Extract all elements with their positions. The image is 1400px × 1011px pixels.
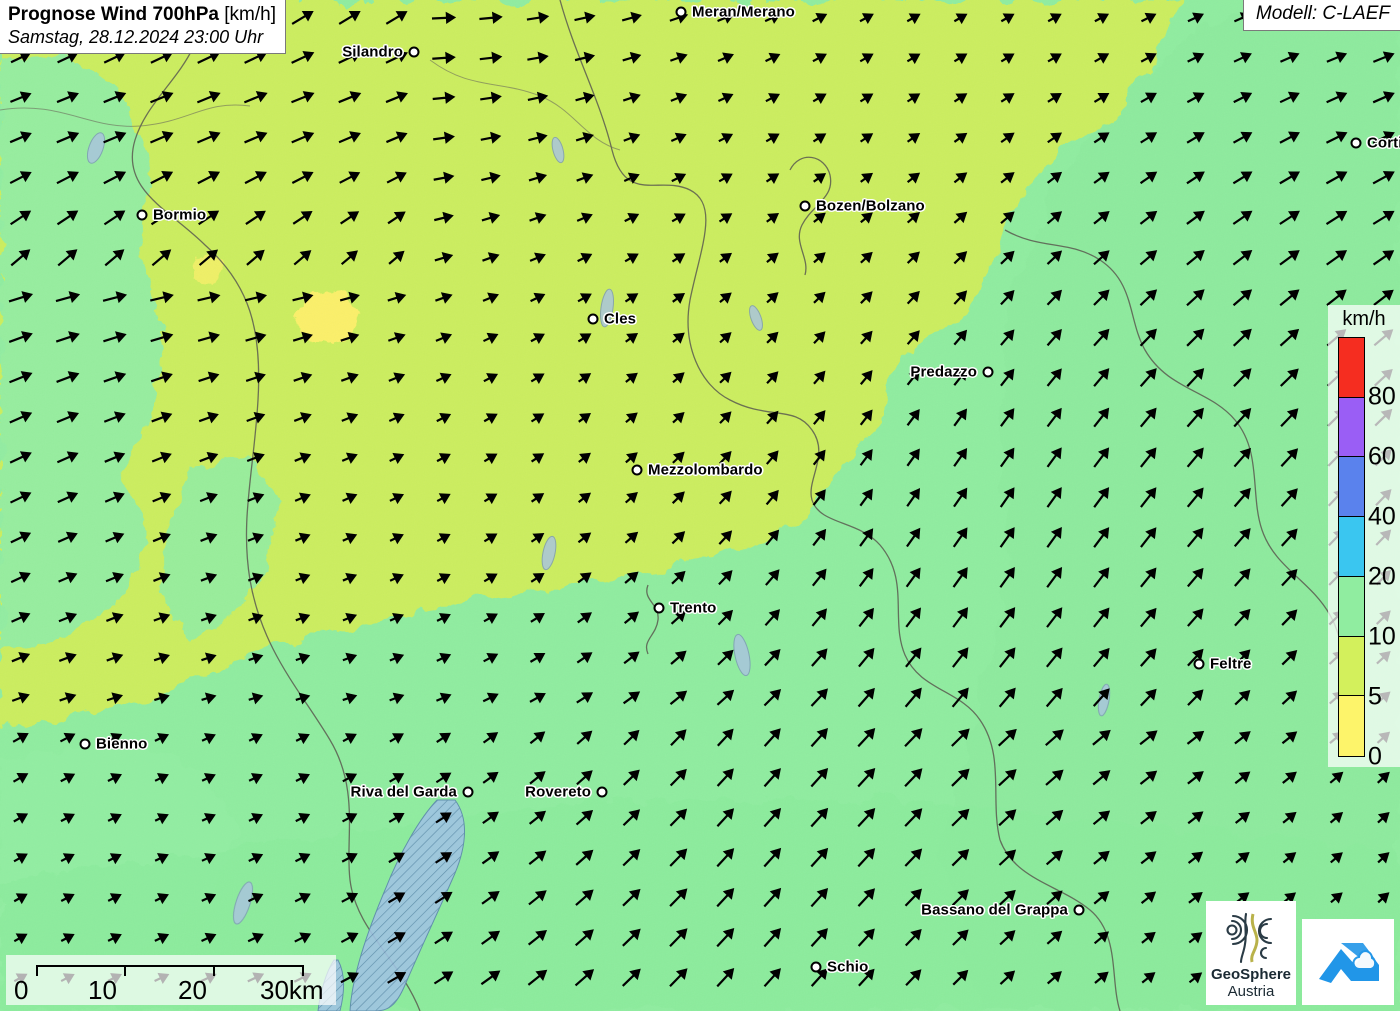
city-dot-icon: [596, 786, 608, 798]
lakes-rivers: [86, 132, 1111, 925]
city-label: Bienno: [96, 735, 148, 753]
city-label: Riva del Garda: [350, 783, 457, 801]
legend-band-5to10: [1339, 636, 1364, 697]
geosphere-label-line1: GeoSphere: [1210, 966, 1292, 983]
scale-tick-10: 10: [88, 975, 117, 1005]
city-label: Trento: [670, 599, 717, 617]
city-dot-icon: [799, 200, 811, 212]
geosphere-mark-icon: [1226, 912, 1273, 964]
city-dot-icon: [631, 464, 643, 476]
scale-tick-20: 20: [178, 975, 207, 1005]
city-label: Cles: [604, 310, 637, 328]
legend-band-0to5: [1339, 696, 1364, 756]
city-dot-icon: [810, 961, 822, 973]
secondary-logo: [1302, 919, 1394, 1005]
city-label: Bassano del Grappa: [921, 901, 1068, 919]
title-unit: [km/h]: [224, 4, 277, 25]
city-label: Mezzolombardo: [648, 461, 763, 479]
city-label: Bormio: [153, 206, 207, 224]
city-dot-icon: [1073, 904, 1085, 916]
city-dot-icon: [982, 366, 994, 378]
city-dot-icon: [408, 46, 420, 58]
city-dot-icon: [587, 313, 599, 325]
city-dot-icon: [79, 738, 91, 750]
title-main: Prognose Wind 700hPa: [8, 4, 219, 25]
legend-tick-20: 20: [1368, 562, 1396, 591]
legend-tick-10: 10: [1368, 622, 1396, 651]
legend-color-bar: [1338, 337, 1365, 757]
legend-tick-40: 40: [1368, 502, 1396, 531]
city-label: Silandro: [342, 43, 403, 61]
legend-tick-60: 60: [1368, 442, 1396, 471]
legend-band-40to60: [1339, 457, 1364, 518]
scale-bar: 0 10 20 30km: [6, 955, 336, 1005]
city-label: Meran/Merano: [692, 3, 795, 21]
lake-garda: [317, 799, 465, 1011]
city-label: Predazzo: [910, 363, 977, 381]
title-box: Prognose Wind 700hPa [km/h] Samstag, 28.…: [0, 0, 287, 54]
mountain-arrow-icon: [1319, 943, 1379, 983]
scale-tick-0: 0: [14, 975, 29, 1005]
forecast-timestamp: Samstag, 28.12.2024 23:00 Uhr: [8, 27, 264, 47]
legend-tick-5: 5: [1368, 682, 1382, 711]
model-label: Modell: C-LAEF: [1242, 0, 1400, 31]
legend-band-10to20: [1339, 576, 1364, 637]
city-dot-icon: [653, 602, 665, 614]
city-label: Rovereto: [525, 783, 591, 801]
legend-band-80plus: [1339, 338, 1364, 398]
city-label: Feltre: [1210, 655, 1252, 673]
city-dot-icon: [1350, 137, 1362, 149]
legend-tick-0: 0: [1368, 742, 1382, 771]
city-dot-icon: [136, 209, 148, 221]
scale-bar-rule: [36, 965, 304, 976]
legend-band-20to40: [1339, 517, 1364, 577]
legend-tick-80: 80: [1368, 382, 1396, 411]
geosphere-label-line2: Austria: [1227, 983, 1275, 1000]
administrative-borders: [131, 0, 1351, 1011]
secondary-borders: [0, 59, 621, 151]
city-label: Cortina: [1367, 134, 1400, 152]
colorbar-legend: km/h 80 60 40 20 10 5 0: [1328, 305, 1400, 771]
legend-band-60to80: [1339, 397, 1364, 458]
city-dot-icon: [675, 6, 687, 18]
city-label: Schio: [827, 958, 869, 976]
city-dot-icon: [1193, 658, 1205, 670]
legend-unit-label: km/h: [1342, 308, 1386, 330]
geosphere-austria-logo: GeoSphere Austria: [1206, 901, 1296, 1005]
city-dot-icon: [462, 786, 474, 798]
city-label: Bozen/Bolzano: [816, 197, 925, 215]
logo-group: GeoSphere Austria: [1206, 901, 1394, 1005]
scale-tick-30: 30km: [260, 975, 324, 1005]
